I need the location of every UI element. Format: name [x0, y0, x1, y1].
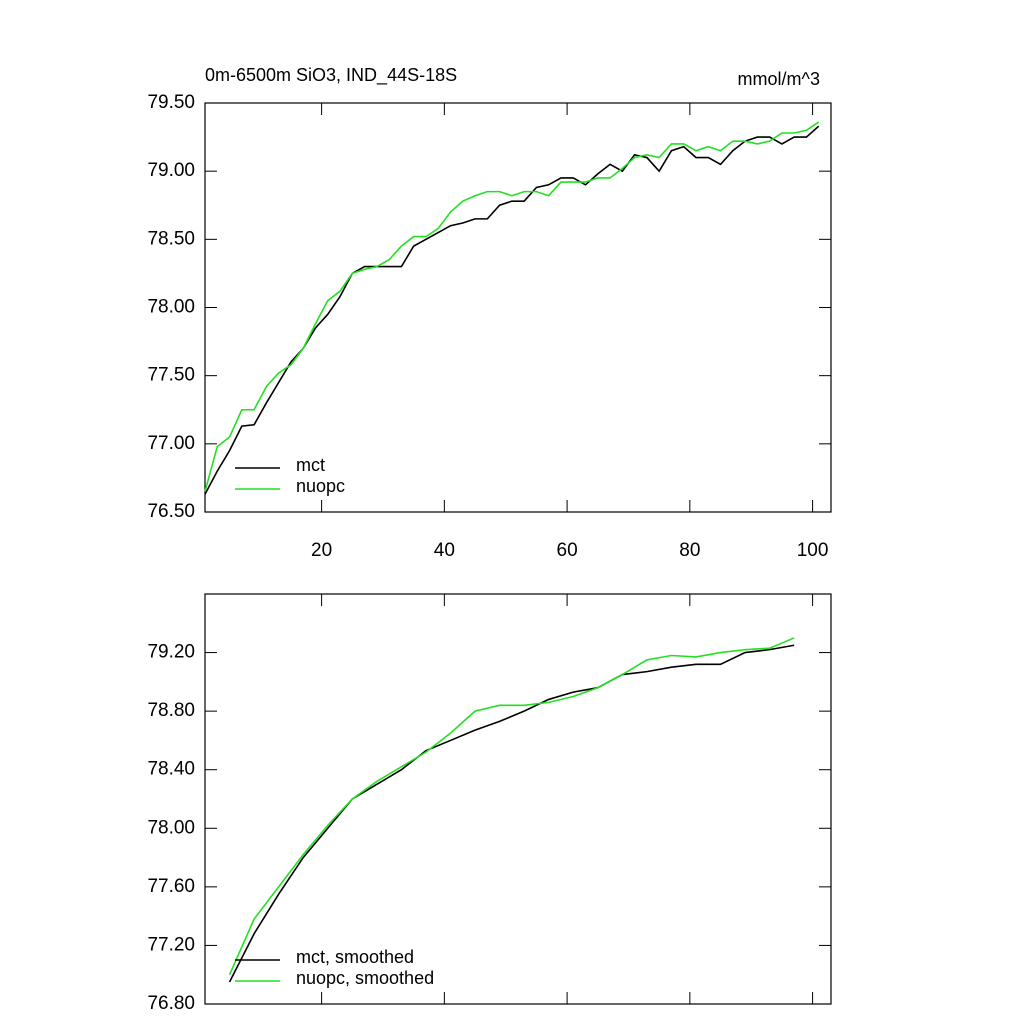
- y-tick-label: 78.00: [147, 297, 195, 318]
- data-line: [204, 121, 820, 492]
- y-tick-label: 78.80: [147, 700, 195, 721]
- y-tick-label: 78.00: [147, 817, 195, 838]
- x-tick-label: 40: [434, 540, 455, 561]
- x-tick-label: 80: [679, 540, 700, 561]
- y-tick-label: 76.50: [147, 501, 195, 522]
- plot-frame: [204, 102, 832, 513]
- y-tick-label: 76.80: [147, 993, 195, 1014]
- x-tick-label: 100: [797, 540, 829, 561]
- y-tick-label: 79.50: [147, 92, 195, 113]
- units-label: mmol/m^3: [738, 69, 820, 89]
- data-line: [228, 644, 795, 983]
- plot-frame: [204, 593, 832, 1005]
- y-tick-label: 78.40: [147, 759, 195, 780]
- y-tick-label: 79.00: [147, 160, 195, 181]
- y-tick-label: 77.60: [147, 876, 195, 897]
- data-line: [228, 637, 795, 976]
- data-line: [204, 125, 820, 495]
- x-tick-label: 60: [557, 540, 578, 561]
- legend-label: nuopc: [296, 476, 345, 496]
- legend-label: nuopc, smoothed: [296, 968, 434, 988]
- legend-label: mct, smoothed: [296, 947, 414, 967]
- y-tick-label: 79.20: [147, 642, 195, 663]
- chart-title: 0m-6500m SiO3, IND_44S-18S: [205, 65, 457, 86]
- x-tick-label: 20: [311, 540, 332, 561]
- y-tick-label: 77.00: [147, 433, 195, 454]
- y-tick-label: 77.50: [147, 365, 195, 386]
- legend-label: mct: [296, 455, 325, 475]
- y-tick-label: 78.50: [147, 228, 195, 249]
- y-tick-label: 77.20: [147, 934, 195, 955]
